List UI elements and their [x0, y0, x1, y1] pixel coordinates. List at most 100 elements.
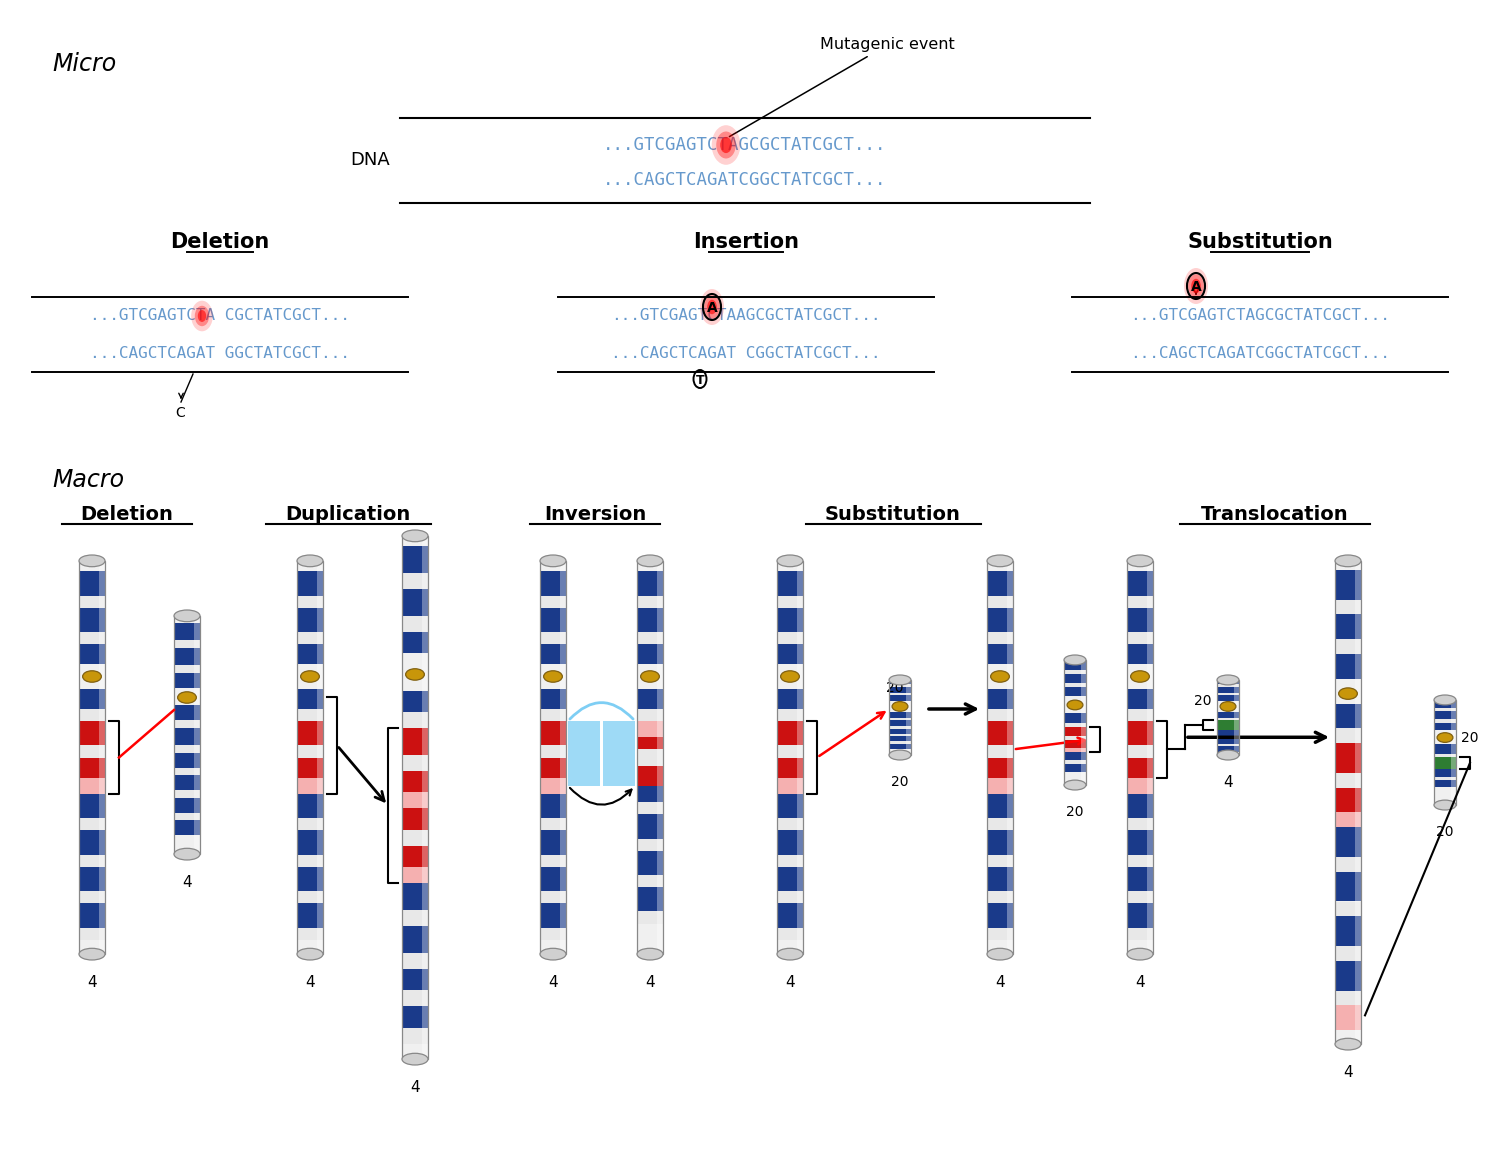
- Bar: [79, 689, 105, 709]
- Bar: [1433, 757, 1456, 769]
- Bar: [79, 572, 105, 595]
- Text: DNA: DNA: [351, 151, 390, 169]
- Bar: [297, 903, 322, 928]
- Ellipse shape: [638, 555, 663, 567]
- Bar: [540, 891, 566, 903]
- Bar: [638, 802, 663, 814]
- Bar: [540, 855, 566, 867]
- Bar: [402, 846, 428, 867]
- Text: Insertion: Insertion: [693, 232, 799, 252]
- Ellipse shape: [1191, 279, 1200, 293]
- Bar: [1065, 753, 1085, 761]
- Bar: [402, 808, 428, 829]
- Bar: [79, 855, 105, 867]
- Bar: [987, 721, 1012, 746]
- Bar: [175, 813, 200, 820]
- Ellipse shape: [1335, 1038, 1362, 1050]
- Bar: [888, 741, 911, 744]
- Bar: [1127, 855, 1153, 867]
- Bar: [987, 867, 1012, 891]
- Bar: [79, 632, 105, 644]
- Text: ...CAGCTCAGAT GGCTATCGCT...: ...CAGCTCAGAT GGCTATCGCT...: [90, 346, 349, 361]
- Bar: [888, 687, 911, 693]
- Bar: [175, 664, 200, 673]
- Ellipse shape: [1217, 750, 1239, 760]
- Text: ...CAGCTCAGATCGGCTATCGCT...: ...CAGCTCAGATCGGCTATCGCT...: [1130, 346, 1390, 361]
- Bar: [776, 595, 803, 608]
- Bar: [987, 709, 1012, 721]
- Bar: [1354, 561, 1362, 1044]
- Bar: [776, 867, 803, 891]
- Bar: [987, 689, 1012, 709]
- Bar: [1081, 660, 1085, 786]
- Bar: [297, 928, 322, 940]
- Text: Duplication: Duplication: [285, 505, 411, 524]
- Bar: [402, 755, 428, 770]
- Bar: [1433, 780, 1456, 787]
- Bar: [1433, 711, 1456, 720]
- Bar: [175, 673, 200, 688]
- Bar: [297, 561, 322, 954]
- Bar: [603, 721, 635, 786]
- Bar: [402, 536, 428, 1060]
- Bar: [1335, 827, 1362, 857]
- Bar: [402, 990, 428, 1007]
- Bar: [1335, 561, 1362, 1044]
- Bar: [987, 595, 1012, 608]
- Bar: [888, 720, 911, 726]
- Bar: [1335, 916, 1362, 946]
- Bar: [987, 891, 1012, 903]
- Bar: [297, 855, 322, 867]
- Bar: [402, 867, 428, 883]
- Bar: [888, 693, 911, 695]
- Bar: [1335, 600, 1362, 614]
- Bar: [776, 608, 803, 632]
- Text: 4: 4: [305, 975, 315, 990]
- Bar: [402, 546, 428, 573]
- Ellipse shape: [888, 675, 911, 684]
- Ellipse shape: [1433, 800, 1456, 810]
- Bar: [776, 794, 803, 818]
- Bar: [776, 721, 803, 746]
- Bar: [540, 867, 566, 891]
- Bar: [1217, 687, 1239, 693]
- Text: Deletion: Deletion: [81, 505, 173, 524]
- Ellipse shape: [987, 948, 1012, 960]
- Ellipse shape: [893, 702, 908, 711]
- Bar: [888, 736, 911, 741]
- Bar: [776, 757, 803, 777]
- Text: Deletion: Deletion: [170, 232, 270, 252]
- Text: Substitution: Substitution: [1187, 232, 1333, 252]
- Ellipse shape: [175, 610, 200, 622]
- Text: Inversion: Inversion: [543, 505, 646, 524]
- Text: ...GTCGAGTCTA CGCTATCGCT...: ...GTCGAGTCTA CGCTATCGCT...: [90, 308, 349, 323]
- Bar: [987, 818, 1012, 830]
- Bar: [1065, 722, 1085, 727]
- Text: 4: 4: [411, 1080, 420, 1095]
- Text: ...GTCGAGTCTAGCGCTATCGCT...: ...GTCGAGTCTAGCGCTATCGCT...: [603, 136, 887, 154]
- Bar: [297, 595, 322, 608]
- Bar: [1065, 713, 1085, 722]
- Bar: [987, 928, 1012, 940]
- Bar: [79, 794, 105, 818]
- Bar: [297, 709, 322, 721]
- Bar: [1127, 891, 1153, 903]
- Text: C: C: [175, 406, 185, 420]
- Bar: [1217, 720, 1239, 730]
- Bar: [1335, 1005, 1362, 1030]
- Text: 4: 4: [1223, 775, 1233, 790]
- Bar: [638, 875, 663, 887]
- Bar: [175, 753, 200, 768]
- Bar: [1335, 773, 1362, 788]
- Bar: [297, 777, 322, 794]
- Bar: [1127, 794, 1153, 818]
- Ellipse shape: [708, 300, 717, 314]
- Bar: [1147, 561, 1153, 954]
- Bar: [175, 820, 200, 835]
- Ellipse shape: [297, 555, 322, 567]
- Bar: [402, 589, 428, 615]
- Bar: [776, 746, 803, 757]
- Bar: [79, 561, 105, 954]
- Bar: [175, 768, 200, 775]
- Bar: [297, 572, 322, 595]
